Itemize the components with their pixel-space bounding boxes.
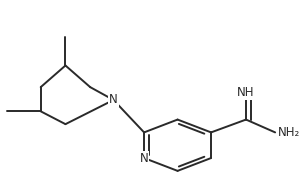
Text: N: N [140,152,148,165]
Text: NH: NH [237,86,255,99]
Text: N: N [109,93,118,106]
Text: NH₂: NH₂ [278,126,300,139]
